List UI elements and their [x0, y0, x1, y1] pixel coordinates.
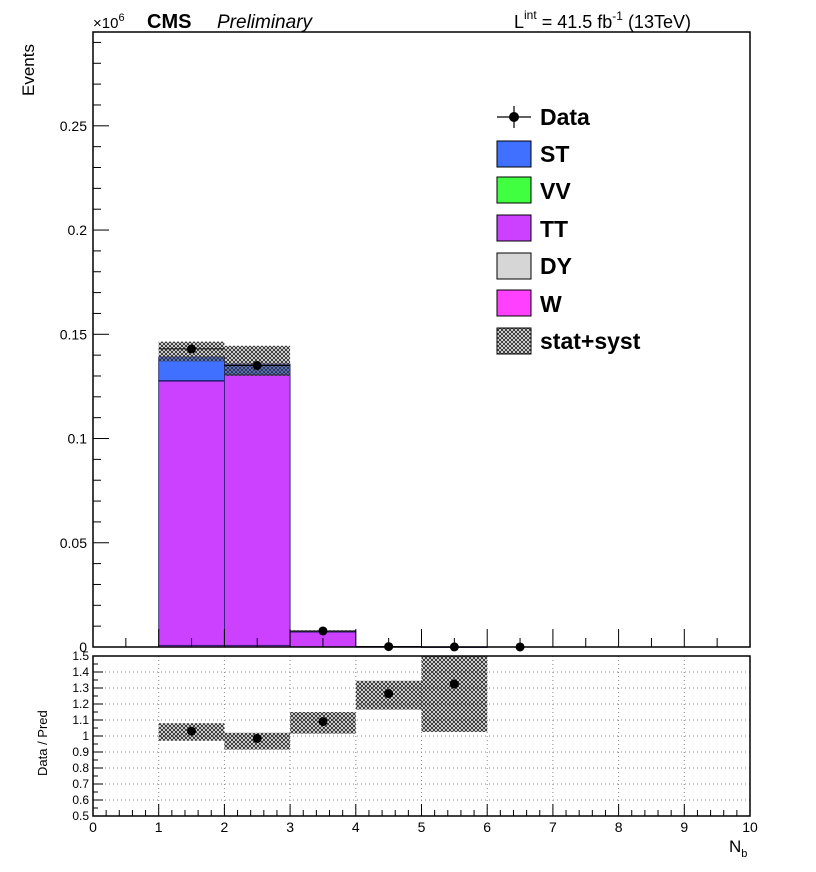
x-tick-label: 8 — [615, 819, 623, 835]
y-tick-label: 0.15 — [60, 326, 87, 342]
stacked-bars — [158, 356, 488, 648]
svg-text:VV: VV — [540, 178, 571, 204]
x-tick-label: 3 — [286, 819, 294, 835]
x-tick-label: 0 — [89, 819, 97, 835]
x-tick-label: 10 — [742, 819, 758, 835]
ratio-panel: 0.5 0.6 0.7 0.8 0.9 1 1.1 1.2 1.3 1.4 1.5 0 1 2 3 4 5 6 7 8… — [72, 649, 758, 835]
ratio-y-tick-label: 0.7 — [72, 777, 89, 791]
y-tick-label: 0.1 — [68, 431, 88, 447]
ratio-y-tick-label: 0.8 — [72, 761, 89, 775]
ratio-point-0 — [187, 726, 197, 736]
y-axis-title: Events — [19, 44, 38, 96]
ratio-y-tick-label: 0.5 — [72, 809, 89, 823]
main-panel: 0 0.05 0.1 0.15 0.2 0.25 — [60, 31, 751, 655]
svg-text:stat+syst: stat+syst — [540, 328, 641, 354]
legend-entry-st: ST — [496, 140, 569, 168]
y-tick-label: 0.05 — [60, 535, 87, 551]
ratio-y-tick-label: 1 — [82, 729, 89, 743]
svg-text:W: W — [540, 291, 562, 317]
ratio-y-tick-label: 1.2 — [72, 697, 89, 711]
x-tick-label: 4 — [352, 819, 360, 835]
ratio-y-tick-label: 1.1 — [72, 713, 89, 727]
ratio-point-1 — [252, 733, 262, 743]
ratio-y-tick-label: 1.4 — [72, 665, 89, 679]
ratio-point-2 — [318, 717, 328, 727]
data-point-0 — [187, 344, 197, 354]
x-tick-label: 9 — [680, 819, 688, 835]
ratio-y-tick-label: 0.9 — [72, 745, 89, 759]
main-axes: 0 0.05 0.1 0.15 0.2 0.25 — [60, 41, 751, 655]
y-tick-label: 0.25 — [60, 118, 87, 134]
experiment-label: CMS — [147, 11, 191, 33]
ratio-uncertainty-4 — [421, 656, 488, 732]
x-axis-title: Nb — [729, 837, 747, 860]
ratio-y-axis-title: Data / Pred — [35, 710, 50, 776]
ratio-y-tick-label: 1.5 — [72, 649, 89, 663]
legend-entry-dy: DY — [496, 252, 572, 280]
x-tick-label: 7 — [549, 819, 557, 835]
ratio-frame — [92, 655, 751, 817]
uncertainty-bin-2 — [224, 345, 291, 376]
legend: Data ST VV TT DY W stat+syst — [496, 104, 641, 355]
legend-entry-tt: TT — [496, 214, 568, 242]
legend-entry-data: Data — [497, 104, 590, 130]
data-point-2 — [318, 626, 328, 636]
legend-entry-stat-syst: stat+syst — [496, 327, 641, 355]
svg-text:Data: Data — [540, 104, 590, 130]
data-point-1 — [252, 361, 262, 371]
y-tick-label: 0.2 — [68, 222, 88, 238]
ratio-y-tick-label: 0.6 — [72, 793, 89, 807]
lumi-label: Lint = 41.5 fb-1 (13TeV) — [514, 8, 691, 32]
legend-entry-w: W — [496, 289, 562, 317]
ratio-point-3 — [384, 689, 394, 699]
ratio-axes: 0.5 0.6 0.7 0.8 0.9 1 1.1 1.2 1.3 1.4 1.5 0 1 2 3 4 5 6 7 8… — [72, 649, 758, 835]
svg-text:ST: ST — [540, 141, 569, 167]
main-frame — [92, 31, 751, 648]
x-tick-label: 6 — [483, 819, 491, 835]
bar-tt-bin-2 — [223, 374, 291, 646]
status-label: Preliminary — [217, 12, 314, 33]
scale-label: ×106 — [93, 12, 125, 32]
ratio-points — [187, 679, 459, 743]
svg-text:TT: TT — [540, 216, 568, 242]
ratio-y-tick-label: 1.3 — [72, 681, 89, 695]
legend-entry-vv: VV — [496, 176, 571, 204]
bar-tt-bin-1 — [158, 380, 225, 646]
svg-text:DY: DY — [540, 253, 572, 279]
y-tick-label: 0 — [79, 639, 87, 655]
ratio-point-4 — [449, 679, 459, 689]
x-tick-label: 1 — [155, 819, 163, 835]
x-tick-label: 5 — [418, 819, 426, 835]
x-tick-label: 2 — [221, 819, 229, 835]
